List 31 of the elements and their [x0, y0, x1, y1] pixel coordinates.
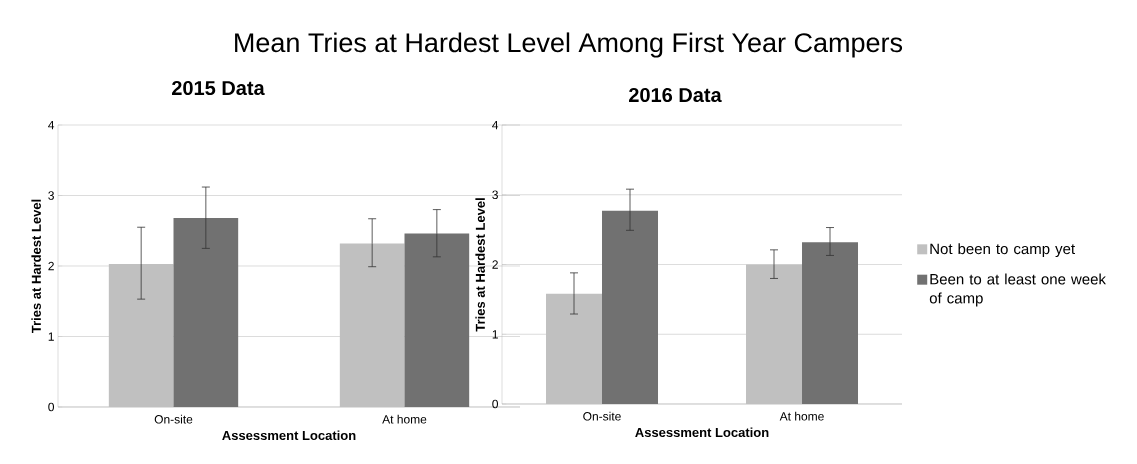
- x-tick-label: At home: [382, 414, 427, 424]
- bar: [173, 218, 239, 407]
- x-axis-title: Assessment Location: [222, 430, 356, 441]
- y-tick-label: 0: [48, 402, 55, 412]
- bar: [602, 210, 659, 404]
- y-tick-label: 3: [492, 190, 498, 199]
- x-tick-label: On-site: [154, 414, 193, 424]
- y-tick-label: 1: [492, 330, 498, 339]
- y-tick-label: 0: [492, 399, 499, 409]
- bar: [546, 293, 603, 404]
- x-tick-label: At home: [779, 411, 824, 421]
- bar: [108, 263, 174, 407]
- legend-label: Not been to camp yet: [930, 243, 1075, 258]
- chart-subtitle: 2016 Data: [629, 87, 722, 103]
- y-tick-label: 2: [492, 260, 498, 269]
- bar: [404, 233, 470, 407]
- chart-subtitle: 2015 Data: [172, 80, 265, 96]
- legend-label: Been to at least one week of camp: [929, 273, 1106, 307]
- bar: [339, 243, 405, 407]
- y-tick-label: 3: [48, 191, 54, 200]
- y-axis-title: Tries at Hardest Level: [31, 199, 41, 334]
- y-tick-label: 4: [492, 120, 499, 130]
- chart-title: Mean Tries at Hardest Level Among First Year Campers: [235, 32, 903, 58]
- y-tick-label: 1: [48, 332, 54, 341]
- y-tick-label: 2: [48, 261, 54, 271]
- bar: [746, 264, 803, 404]
- bar: [802, 242, 859, 404]
- y-tick-label: 4: [48, 120, 55, 130]
- y-axis-title: Tries at Hardest Level: [475, 198, 485, 332]
- x-tick-label: On-site: [583, 411, 621, 421]
- x-axis-title: Assessment Location: [635, 427, 769, 438]
